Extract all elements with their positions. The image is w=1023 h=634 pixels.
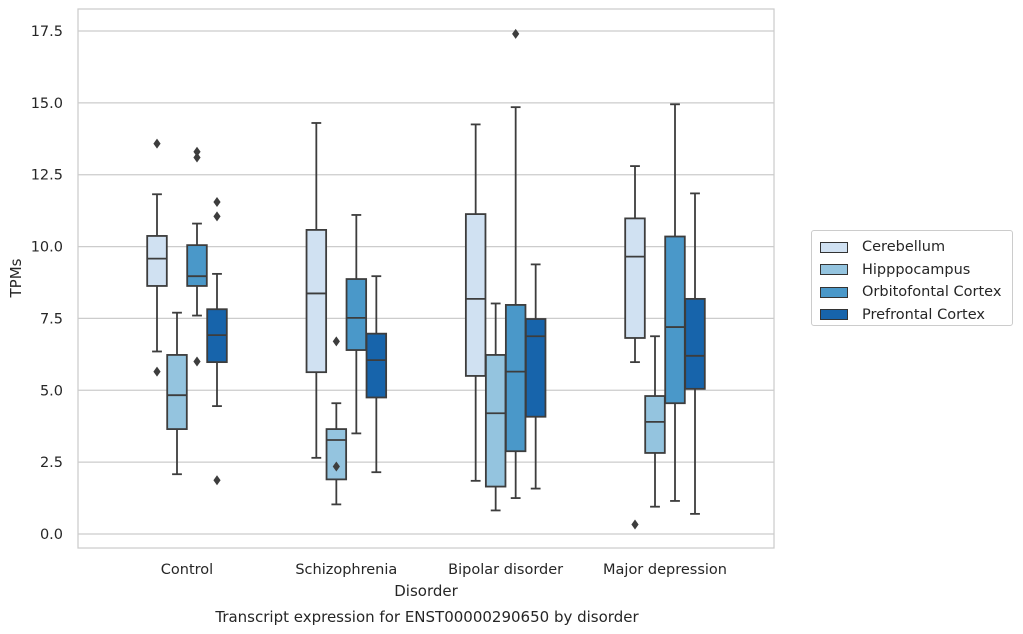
outlier-point	[213, 197, 221, 208]
outlier-point	[512, 28, 520, 39]
x-tick-label: Schizophrenia	[295, 562, 397, 578]
x-axis-ticks: Control Schizophrenia Bipolar disorder Majo…	[161, 562, 727, 578]
box-hipppocampus	[644, 335, 666, 508]
x-tick-label: Major depression	[603, 562, 727, 578]
legend-swatch	[820, 264, 848, 276]
legend-item: Orbitofontal Cortex	[820, 281, 1004, 304]
y-tick-label: 0.0	[40, 527, 63, 543]
legend-swatch	[820, 309, 848, 321]
outlier-point	[193, 146, 201, 157]
y-tick-label: 2.5	[40, 455, 63, 471]
box-body	[186, 244, 208, 287]
outlier-point	[193, 356, 201, 367]
y-axis-ticks: 0.0 2.5 5.0 7.5 10.0 12.5 15.0 17.5	[31, 24, 63, 543]
legend-label: Orbitofontal Cortex	[862, 284, 1002, 301]
y-tick-label: 17.5	[31, 24, 63, 40]
box-orbitofontal-cortex	[186, 146, 208, 367]
box-cerebellum	[146, 138, 168, 377]
legend-swatch	[820, 286, 848, 298]
x-axis-label: Disorder	[394, 582, 458, 600]
y-tick-label: 5.0	[40, 383, 63, 399]
legend-label: Cerebellum	[862, 239, 946, 256]
legend-label: Hipppocampus	[862, 261, 971, 278]
box-body	[464, 213, 487, 377]
box-body	[624, 217, 646, 339]
outlier-point	[153, 138, 161, 149]
y-tick-label: 7.5	[40, 311, 63, 327]
box-body	[365, 332, 388, 399]
box-prefrontal-cortex	[365, 275, 388, 474]
box-hipppocampus	[166, 311, 188, 476]
box-body	[484, 354, 507, 488]
legend-label: Prefrontal Cortex	[862, 306, 985, 323]
legend-swatch	[820, 241, 848, 253]
box-body	[166, 354, 188, 430]
y-tick-label: 15.0	[31, 96, 63, 112]
box-hipppocampus	[325, 336, 348, 506]
box-body	[504, 304, 527, 453]
box-cerebellum	[624, 165, 646, 530]
outlier-point	[213, 475, 221, 486]
x-tick-label: Bipolar disorder	[448, 562, 563, 578]
box-cerebellum	[305, 122, 328, 459]
outlier-point	[631, 519, 639, 530]
y-tick-label: 12.5	[31, 168, 63, 184]
box-body	[325, 428, 348, 481]
box-prefrontal-cortex	[684, 192, 706, 515]
legend: Cerebellum Hipppocampus Orbitofontal Corte…	[811, 230, 1013, 326]
legend-item: Hipppocampus	[820, 259, 1004, 282]
outlier-point	[332, 336, 340, 347]
chart-caption: Transcript expression for ENST0000029065…	[214, 608, 639, 626]
box-body	[524, 318, 547, 418]
box-cerebellum	[464, 123, 487, 482]
box-orbitofontal-cortex	[345, 214, 368, 435]
outlier-point	[332, 461, 340, 472]
legend-item: Cerebellum	[820, 236, 1004, 259]
x-tick-label: Control	[161, 562, 213, 578]
box-body	[664, 235, 686, 405]
box-orbitofontal-cortex	[664, 103, 686, 502]
box-body	[684, 297, 706, 390]
legend-item: Prefrontal Cortex	[820, 304, 1004, 327]
box-body	[345, 278, 368, 351]
box-prefrontal-cortex	[524, 263, 547, 490]
outlier-point	[193, 152, 201, 163]
y-axis-label: TPMs	[7, 258, 25, 298]
box-prefrontal-cortex	[206, 197, 228, 486]
y-tick-label: 10.0	[31, 240, 63, 256]
outlier-point	[153, 366, 161, 377]
box-orbitofontal-cortex	[504, 28, 527, 499]
box-body	[146, 235, 168, 287]
box-groups	[146, 28, 706, 530]
outlier-point	[213, 211, 221, 222]
box-body	[305, 229, 328, 374]
box-body	[644, 395, 666, 454]
